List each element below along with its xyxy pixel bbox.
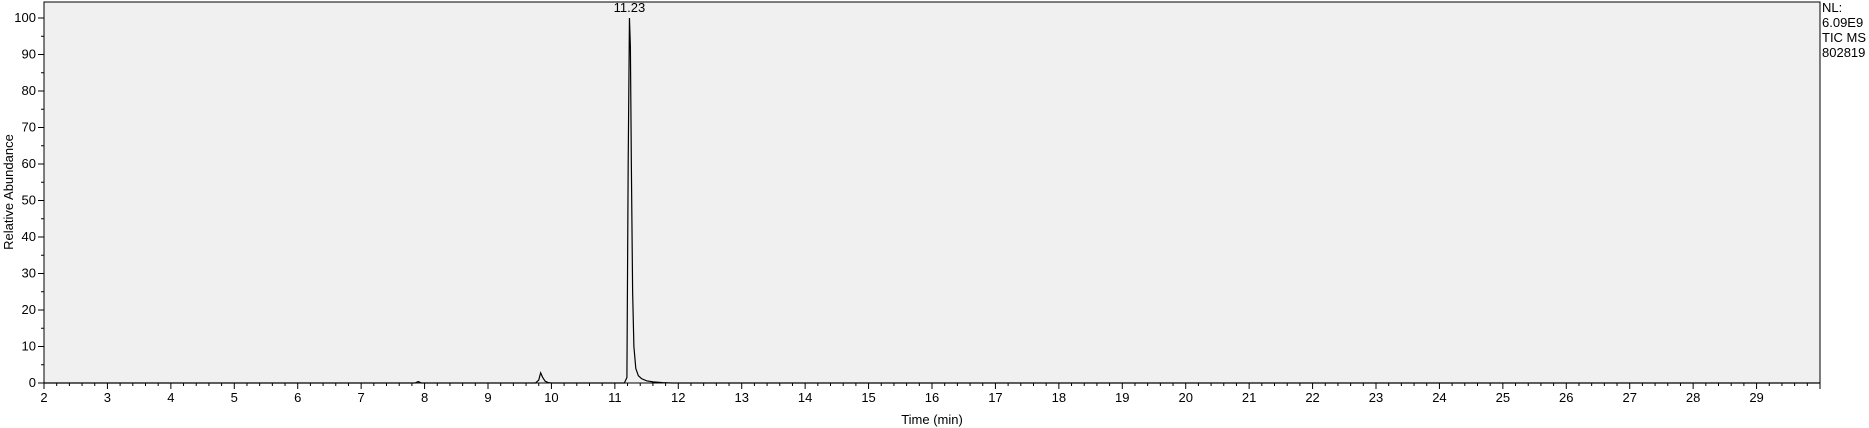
x-tick-label: 23 (1369, 390, 1383, 405)
x-tick-label: 28 (1686, 390, 1700, 405)
info-line: NL: (1822, 0, 1842, 15)
y-tick-label: 10 (22, 339, 36, 354)
y-axis: 0 10 20 30 40 50 60 70 80 90 100 (14, 10, 45, 390)
y-tick-label: 20 (22, 302, 36, 317)
y-tick-label: 30 (22, 266, 36, 281)
x-tick-label: 22 (1305, 390, 1319, 405)
y-tick-label: 90 (22, 47, 36, 62)
x-tick-label: 21 (1242, 390, 1256, 405)
y-tick-label: 80 (22, 83, 36, 98)
x-tick-label: 5 (231, 390, 238, 405)
tic-trace-line (44, 17, 1820, 384)
x-tick-label: 25 (1496, 390, 1510, 405)
x-tick-label: 27 (1622, 390, 1636, 405)
peak-annotations: 11.23 (614, 0, 646, 15)
peak-label: 11.23 (614, 0, 646, 15)
x-tick-label: 12 (671, 390, 685, 405)
x-tick-label: 4 (167, 390, 174, 405)
x-tick-label: 9 (484, 390, 491, 405)
x-tick-label: 20 (1178, 390, 1192, 405)
info-line: 6.09E9 (1822, 15, 1863, 30)
x-tick-label: 16 (925, 390, 939, 405)
x-tick-label: 29 (1749, 390, 1763, 405)
x-tick-label: 18 (1052, 390, 1066, 405)
y-tick-label: 50 (22, 193, 36, 208)
x-tick-label: 26 (1559, 390, 1573, 405)
x-axis-title: Time (min) (901, 412, 963, 427)
x-tick-label: 13 (734, 390, 748, 405)
y-tick-label: 0 (29, 375, 36, 390)
plot-background (43, 1, 1821, 384)
info-line: 802819 (1822, 45, 1865, 60)
x-tick-label: 3 (104, 390, 111, 405)
x-axis: 2 3 4 5 6 7 8 9 10 11 12 13 14 15 16 17 18 19 20 21 22 23 24 25… (40, 382, 1821, 405)
x-tick-label: 10 (544, 390, 558, 405)
y-tick-label: 40 (22, 229, 36, 244)
x-tick-label: 24 (1432, 390, 1446, 405)
info-line: TIC MS (1822, 30, 1866, 45)
y-tick-label: 100 (14, 10, 36, 25)
x-tick-label: 2 (40, 390, 47, 405)
x-tick-label: 17 (988, 390, 1002, 405)
y-axis-title: Relative Abundance (1, 134, 16, 250)
x-tick-label: 6 (294, 390, 301, 405)
x-tick-label: 19 (1115, 390, 1129, 405)
x-tick-label: 7 (358, 390, 365, 405)
y-tick-label: 70 (22, 120, 36, 135)
x-tick-label: 14 (798, 390, 812, 405)
x-tick-label: 15 (861, 390, 875, 405)
x-tick-label: 11 (608, 390, 622, 405)
x-tick-label: 8 (421, 390, 428, 405)
y-tick-label: 60 (22, 156, 36, 171)
